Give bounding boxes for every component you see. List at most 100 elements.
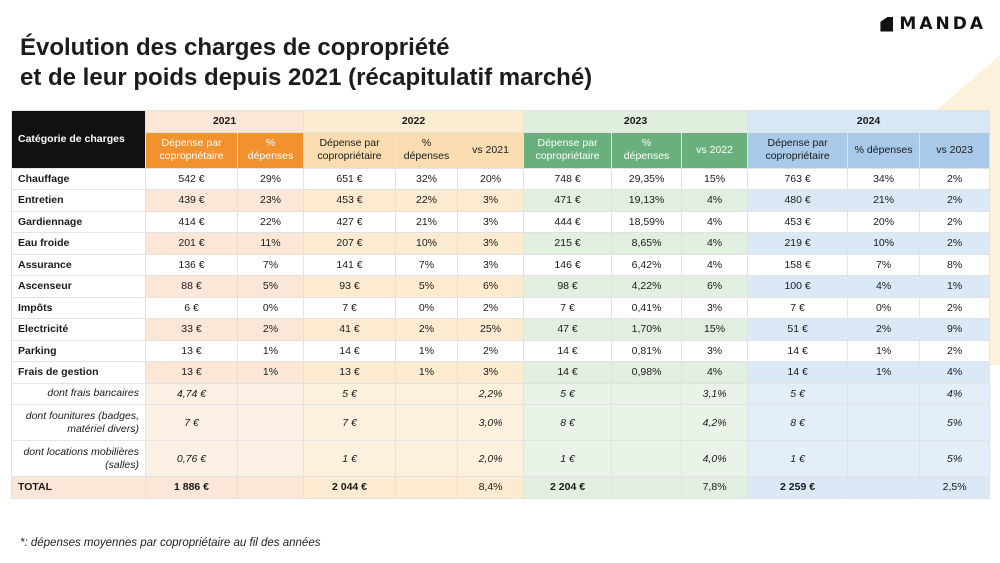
table-cell: 6% [457, 275, 525, 298]
table-cell: 6 € [145, 296, 238, 319]
table-cell: 4% [681, 210, 749, 233]
subheader-2021-pct: % dépenses [236, 131, 305, 169]
table-cell: 453 € [747, 210, 849, 233]
table-cell: 3,1% [681, 382, 749, 405]
table-cell: 219 € [747, 232, 849, 255]
table-cell: 2% [457, 296, 525, 319]
table-cell [395, 382, 459, 405]
table-cell: 13 € [303, 361, 397, 384]
table-cell: 1% [847, 361, 921, 384]
table-cell: 5% [236, 275, 305, 298]
subheader-2021-spend: Dépense par copropriétaire [145, 131, 238, 169]
table-cell: 3% [457, 361, 525, 384]
table-cell: 0,41% [611, 296, 683, 319]
subheader-2024-spend: Dépense par copropriétaire [747, 131, 849, 169]
table-cell: 29,35% [611, 167, 683, 190]
table-cell: 2% [919, 296, 991, 319]
table-cell: 5% [395, 275, 459, 298]
subheader-2023-spend: Dépense par copropriétaire [523, 131, 613, 169]
table-cell: 5% [919, 404, 991, 441]
table-cell: 480 € [747, 189, 849, 212]
table-cell: 7% [236, 253, 305, 276]
table-cell: 2% [919, 167, 991, 190]
table-cell: 5 € [747, 382, 849, 405]
table-cell [395, 476, 459, 499]
table-cell: 3% [457, 189, 525, 212]
row-label: Gardiennage [11, 210, 146, 233]
row-label: Chauffage [11, 167, 146, 190]
year-header-2022: 2022 [303, 110, 525, 133]
table-cell: 21% [395, 210, 459, 233]
table-cell: 7% [395, 253, 459, 276]
table-cell: 7 € [523, 296, 613, 319]
table-cell: 13 € [145, 361, 238, 384]
table-cell: 4,2% [681, 404, 749, 441]
year-header-2023: 2023 [523, 110, 749, 133]
table-cell: 141 € [303, 253, 397, 276]
table-cell: 25% [457, 318, 525, 341]
table-cell [611, 476, 683, 499]
table-cell: 20% [847, 210, 921, 233]
table-cell: 4% [681, 361, 749, 384]
table-cell [847, 382, 921, 405]
table-row: Ascenseur 88 €5% 93 €5% 6% 98 €4,22% 6% 100 €4… [11, 275, 991, 298]
manda-logo: MANDA [880, 14, 986, 34]
row-label: Entretien [11, 189, 146, 212]
table-cell [847, 476, 921, 499]
row-label: dont locations mobilières (salles) [11, 440, 146, 477]
logo-mark-icon [880, 16, 894, 32]
charges-table: Catégorie de charges 2021 2022 2023 2024… [11, 110, 991, 499]
row-label: TOTAL [11, 476, 146, 499]
table-cell: 4% [681, 232, 749, 255]
table-cell: 414 € [145, 210, 238, 233]
table-cell: 4% [681, 253, 749, 276]
table-cell: 0,81% [611, 339, 683, 362]
table-cell: 1 € [303, 440, 397, 477]
table-cell: 1,70% [611, 318, 683, 341]
table-cell: 0,98% [611, 361, 683, 384]
brand-name: MANDA [899, 14, 986, 34]
table-cell: 2 204 € [523, 476, 613, 499]
table-cell: 6,42% [611, 253, 683, 276]
table-cell [236, 476, 305, 499]
table-cell: 8,4% [457, 476, 525, 499]
table-cell [847, 404, 921, 441]
table-cell: 4,0% [681, 440, 749, 477]
table-cell: 215 € [523, 232, 613, 255]
table-cell: 201 € [145, 232, 238, 255]
table-cell: 22% [395, 189, 459, 212]
table-cell: 23% [236, 189, 305, 212]
page-title: Évolution des charges de copropriété et … [20, 33, 592, 93]
table-cell: 7% [847, 253, 921, 276]
table-cell: 542 € [145, 167, 238, 190]
table-cell: 1% [236, 339, 305, 362]
table-cell: 7 € [747, 296, 849, 319]
table-cell: 2% [236, 318, 305, 341]
table-cell: 41 € [303, 318, 397, 341]
table-cell: 10% [847, 232, 921, 255]
table-cell: 4% [919, 361, 991, 384]
row-label: Parking [11, 339, 146, 362]
table-cell: 146 € [523, 253, 613, 276]
table-cell: 3% [681, 339, 749, 362]
table-cell: 8,65% [611, 232, 683, 255]
year-header-2024: 2024 [747, 110, 991, 133]
subheader-2022-pct: % dépenses [395, 131, 459, 169]
subheader-2024-vs: vs 2023 [919, 131, 991, 169]
table-cell: 15% [681, 318, 749, 341]
table-cell: 2% [919, 339, 991, 362]
table-cell [236, 440, 305, 477]
table-cell: 453 € [303, 189, 397, 212]
table-cell: 7 € [303, 296, 397, 319]
table-cell: 8% [919, 253, 991, 276]
table-cell: 3% [457, 232, 525, 255]
table-cell: 2% [457, 339, 525, 362]
table-row: Parking 13 €1% 14 €1% 2% 14 €0,81% 3% 14 €1% 2% [11, 339, 991, 362]
table-cell: 14 € [303, 339, 397, 362]
row-label: Eau froide [11, 232, 146, 255]
table-cell: 100 € [747, 275, 849, 298]
table-cell: 5 € [303, 382, 397, 405]
table-cell: 19,13% [611, 189, 683, 212]
table-cell: 21% [847, 189, 921, 212]
table-cell: 4,22% [611, 275, 683, 298]
